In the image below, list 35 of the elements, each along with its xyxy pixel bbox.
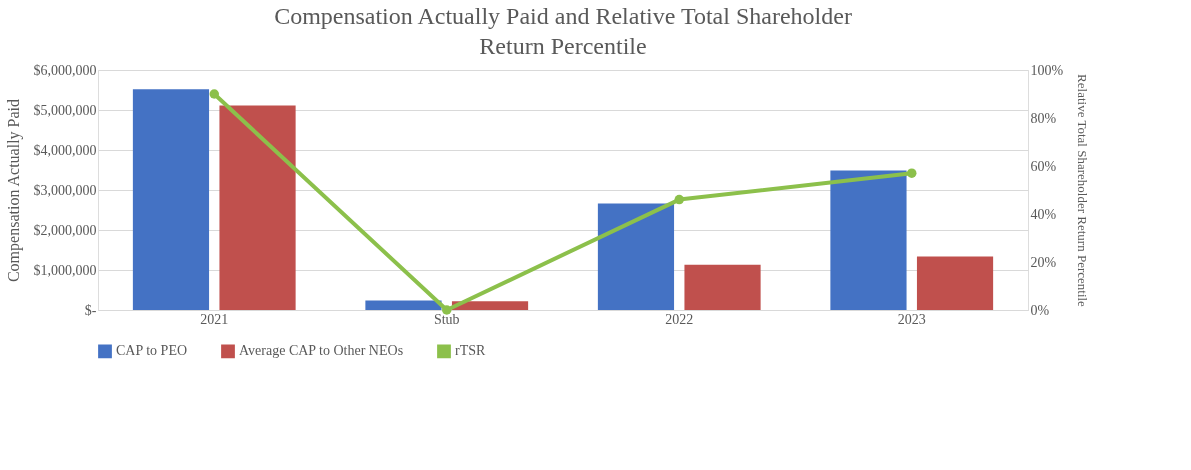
chart-title: Compensation Actually Paid and Relative Total Shareholder Return Percentile	[274, 3, 852, 59]
y-tick-label: $6,000,000	[33, 62, 97, 78]
y-tick-label: $2,000,000	[33, 222, 97, 238]
legend-label: Average CAP to Other NEOs	[239, 343, 404, 359]
point	[209, 89, 219, 99]
y-tick-label: $5,000,000	[33, 102, 97, 118]
x-tick-label: 2022	[665, 311, 694, 327]
bar	[219, 105, 296, 310]
y2-tick-label: 20%	[1030, 254, 1057, 270]
y2-tick-label: 80%	[1030, 110, 1057, 126]
bar	[365, 300, 442, 310]
y2-tick-label: 0%	[1030, 302, 1050, 318]
bar	[597, 203, 675, 310]
point	[907, 168, 917, 178]
x-tick-label: 2021	[200, 311, 229, 327]
y2-tick-label: 60%	[1030, 158, 1057, 174]
bar	[451, 301, 529, 310]
point	[442, 305, 452, 315]
y-tick-label: $1,000,000	[33, 262, 97, 278]
y-axis-title: Compensation Actually Paid	[4, 98, 23, 283]
x-tick-label: Stub	[433, 311, 460, 327]
y2-axis-title: Relative Total Shareholder Return Percentile	[1075, 74, 1091, 308]
y-tick-label: $-	[84, 302, 97, 318]
legend-label: CAP to PEO	[116, 343, 188, 359]
legend-label: rTSR	[455, 343, 486, 359]
bar	[684, 264, 761, 310]
y-tick-label: $4,000,000	[33, 142, 97, 158]
y-tick-label: $3,000,000	[33, 182, 97, 198]
bar	[916, 256, 994, 310]
y2-tick-label: 40%	[1030, 206, 1057, 222]
bar	[132, 89, 210, 310]
y2-tick-label: 100%	[1030, 62, 1064, 78]
x-tick-label: 2023	[897, 311, 926, 327]
bar	[830, 170, 907, 310]
point	[674, 194, 684, 205]
